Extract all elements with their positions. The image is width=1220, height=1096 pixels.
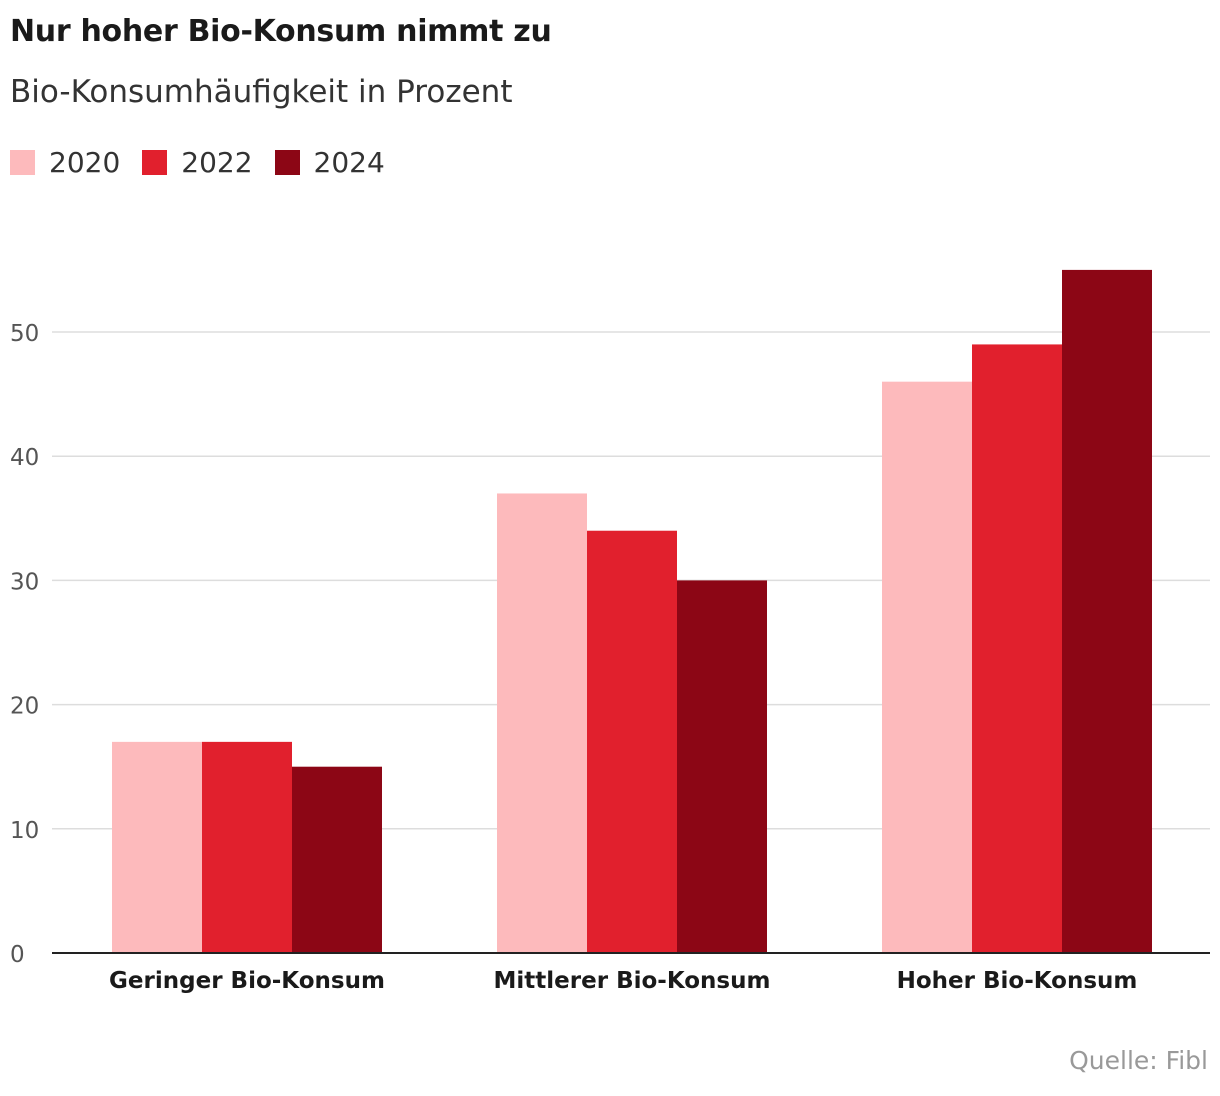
bar-2022 — [972, 344, 1062, 953]
y-tick-label: 10 — [10, 818, 39, 844]
legend-item-2020: 2020 — [10, 146, 120, 179]
legend-item-2022: 2022 — [142, 145, 253, 179]
bar-2020 — [497, 493, 587, 953]
legend-label-2024: 2024 — [313, 145, 385, 179]
chart-subtitle: Bio-Konsumhäufigkeit in Prozent — [10, 74, 513, 110]
bar-2022 — [202, 741, 292, 953]
legend-swatch-2020 — [10, 149, 35, 175]
legend: 2020 2022 2024 — [10, 142, 407, 182]
legend-swatch-2022 — [142, 149, 168, 175]
bar-2024 — [677, 580, 767, 953]
bar-2022 — [587, 530, 677, 953]
y-tick-label: 40 — [10, 445, 39, 471]
y-tick-label: 0 — [10, 942, 25, 968]
legend-swatch-2024 — [274, 149, 300, 175]
x-tick-label: Mittlerer Bio-Konsum — [494, 968, 771, 994]
y-tick-label: 30 — [10, 569, 39, 595]
legend-label-2020: 2020 — [49, 145, 121, 179]
bar-2024 — [1062, 269, 1152, 953]
x-tick-label: Hoher Bio-Konsum — [897, 968, 1138, 994]
y-tick-label: 20 — [10, 694, 39, 720]
x-tick-label: Geringer Bio-Konsum — [109, 968, 385, 994]
chart-title: Nur hoher Bio-Konsum nimmt zu — [10, 14, 552, 49]
legend-item-2024: 2024 — [274, 145, 385, 179]
bar-2020 — [882, 381, 972, 953]
y-tick-label: 50 — [10, 321, 39, 347]
bar-2020 — [112, 741, 202, 953]
source-note: Quelle: Fibl — [1069, 1046, 1208, 1075]
legend-label-2022: 2022 — [181, 145, 253, 179]
bar-2024 — [292, 766, 382, 953]
